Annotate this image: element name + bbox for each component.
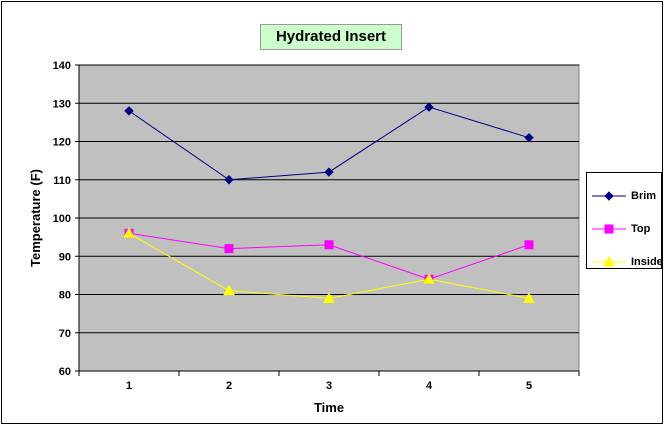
y-tick-label: 60	[59, 366, 71, 378]
data-point-inside	[323, 292, 335, 303]
legend-label-inside: Inside	[631, 256, 663, 268]
data-point-brim	[524, 132, 534, 143]
data-point-brim	[224, 175, 234, 185]
data-point-top	[224, 244, 234, 254]
y-tick-label: 100	[53, 213, 71, 225]
x-tick-label: 3	[326, 380, 332, 392]
data-point-brim	[324, 167, 334, 177]
data-point-brim	[424, 102, 434, 112]
legend-label-brim: Brim	[631, 190, 657, 202]
legend-swatch-top	[592, 224, 626, 234]
data-point-inside	[123, 227, 135, 238]
y-tick-label: 130	[53, 98, 71, 110]
data-point-inside	[223, 284, 235, 296]
x-tick-label: 5	[526, 380, 532, 392]
y-tick-label: 140	[53, 60, 71, 72]
y-tick-label: 70	[59, 328, 71, 340]
legend-item-inside: Inside	[591, 254, 663, 270]
y-tick-label: 90	[59, 251, 71, 263]
legend: Brim Top Inside	[586, 172, 663, 270]
y-axis-title: Temperature (F)	[28, 169, 43, 267]
legend-swatch-inside	[592, 255, 626, 267]
data-point-top	[324, 240, 334, 250]
x-axis-title: Time	[314, 400, 344, 415]
data-point-brim	[124, 106, 134, 116]
data-point-inside	[423, 273, 435, 284]
chart-title: Hydrated Insert	[260, 24, 402, 50]
y-tick-label: 120	[53, 137, 71, 149]
legend-item-brim: Brim	[591, 188, 661, 204]
y-tick-label: 110	[53, 175, 71, 187]
legend-item-top: Top	[591, 221, 661, 237]
legend-marker-brim	[604, 191, 614, 201]
legend-marker-inside	[603, 255, 615, 267]
y-tick-label: 80	[59, 290, 71, 302]
legend-marker-top	[604, 224, 614, 234]
legend-label-top: Top	[631, 223, 651, 235]
legend-swatch-brim	[592, 191, 626, 201]
x-tick-label: 2	[226, 380, 232, 392]
x-tick-label: 1	[126, 380, 132, 392]
data-point-top	[524, 240, 534, 250]
x-tick-label: 4	[426, 380, 433, 392]
data-point-inside	[523, 292, 535, 303]
